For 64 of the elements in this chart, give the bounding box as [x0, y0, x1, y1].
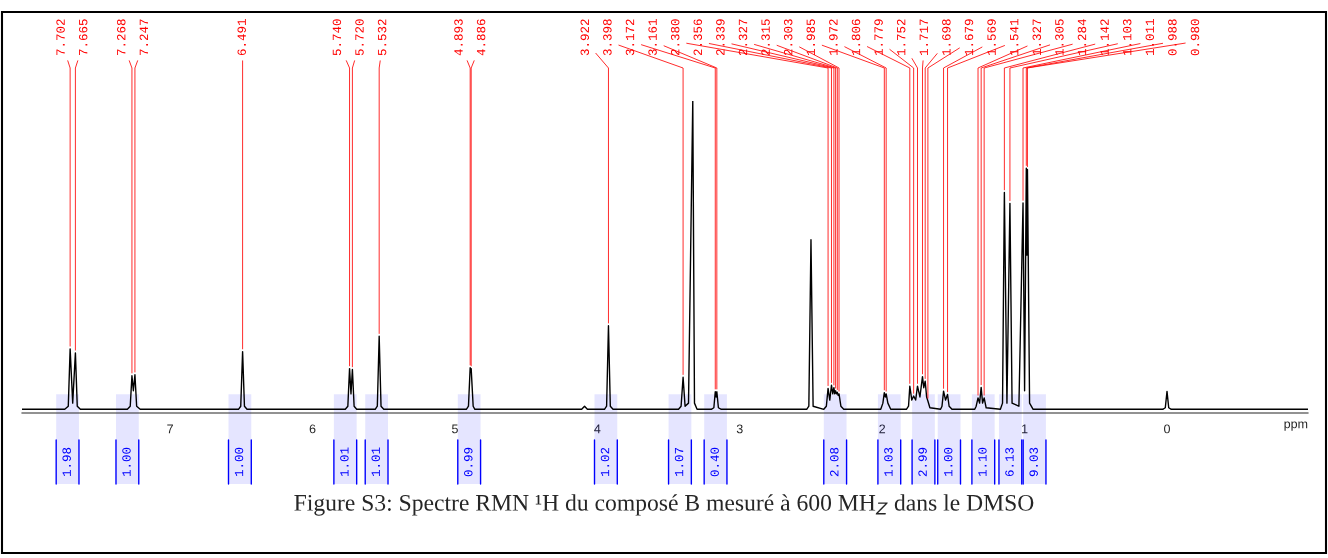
annotation: 1.985 [806, 19, 816, 56]
caption: Figure S3: Spectre RMN ¹H du composé B mesuré à 600 MH$_{Z}$ dans le DMSO [294, 494, 1034, 516]
band-label: 2.99 [918, 447, 927, 477]
band-label: 1.07 [674, 447, 684, 477]
annotation: 2.303 [783, 19, 793, 56]
annotation: 3.922 [580, 19, 590, 56]
annotation: 2.315 [761, 19, 770, 56]
annotation: 1.327 [1032, 19, 1042, 56]
annotation: 1.779 [874, 19, 883, 56]
annotation: 5.740 [332, 19, 342, 56]
band-label: 1.01 [340, 447, 349, 477]
annotation: 3.172 [625, 19, 635, 56]
annotation: 0.988 [1168, 19, 1177, 56]
annotation: 4.893 [454, 19, 463, 56]
annotation: 6.491 [237, 19, 246, 56]
x-tick-label: 7 [167, 424, 173, 434]
annotation: 0.980 [1190, 19, 1200, 56]
annotation: 2.327 [738, 19, 748, 56]
annotation: 1.305 [1055, 19, 1064, 56]
band-label: 0.40 [710, 447, 719, 477]
band-label: 1.98 [62, 447, 71, 477]
band-label: 6.13 [1005, 447, 1014, 477]
band-label: 1.00 [234, 447, 244, 477]
band-label: 1.00 [122, 447, 131, 477]
x-tick-label: 3 [736, 424, 743, 434]
annotation: 3.161 [648, 19, 657, 56]
annotation: 1.142 [1100, 19, 1109, 56]
x-axis-title: ppm [1284, 421, 1308, 431]
x-tick-label: 1 [1022, 424, 1028, 434]
annotation: 7.702 [56, 19, 65, 56]
annotation: 4.886 [476, 19, 486, 56]
band-label: 1.10 [978, 447, 987, 477]
band-label: 0.99 [464, 447, 473, 477]
annotation: 7.268 [117, 19, 126, 56]
x-tick-label: 5 [451, 424, 458, 434]
x-tick-label: 4 [594, 424, 601, 434]
annotation: 2.356 [693, 19, 703, 56]
annotation: 2.380 [670, 19, 680, 56]
x-tick-label: 6 [309, 424, 316, 434]
annotation: 1.752 [896, 19, 906, 56]
x-tick-label: 0 [1164, 424, 1170, 434]
band-label: 1.01 [371, 447, 380, 477]
annotation: 1.806 [851, 19, 861, 56]
annotation: 3.398 [603, 19, 612, 56]
annotation: 5.532 [377, 19, 387, 56]
band-label: 1.02 [600, 447, 610, 477]
annotation: 1.011 [1145, 19, 1155, 56]
annotation: 1.972 [829, 19, 838, 56]
band-label: 1.03 [884, 447, 893, 477]
band-label: 9.03 [1029, 447, 1038, 477]
band-label: 1.00 [943, 447, 953, 477]
annotation: 5.720 [355, 19, 364, 56]
annotation: 1.717 [919, 19, 928, 56]
x-tick-label: 2 [879, 424, 886, 434]
annotation: 1.679 [964, 19, 974, 56]
annotation: 1.541 [1010, 19, 1019, 56]
annotation: 1.698 [942, 19, 951, 56]
annotation: 7.665 [78, 19, 88, 56]
annotation: 1.103 [1122, 19, 1132, 56]
annotation: 1.284 [1077, 19, 1087, 56]
annotation: 2.339 [716, 19, 725, 56]
annotation: 7.247 [139, 19, 148, 56]
band-label: 2.08 [830, 447, 839, 477]
annotation: 1.569 [987, 19, 996, 56]
